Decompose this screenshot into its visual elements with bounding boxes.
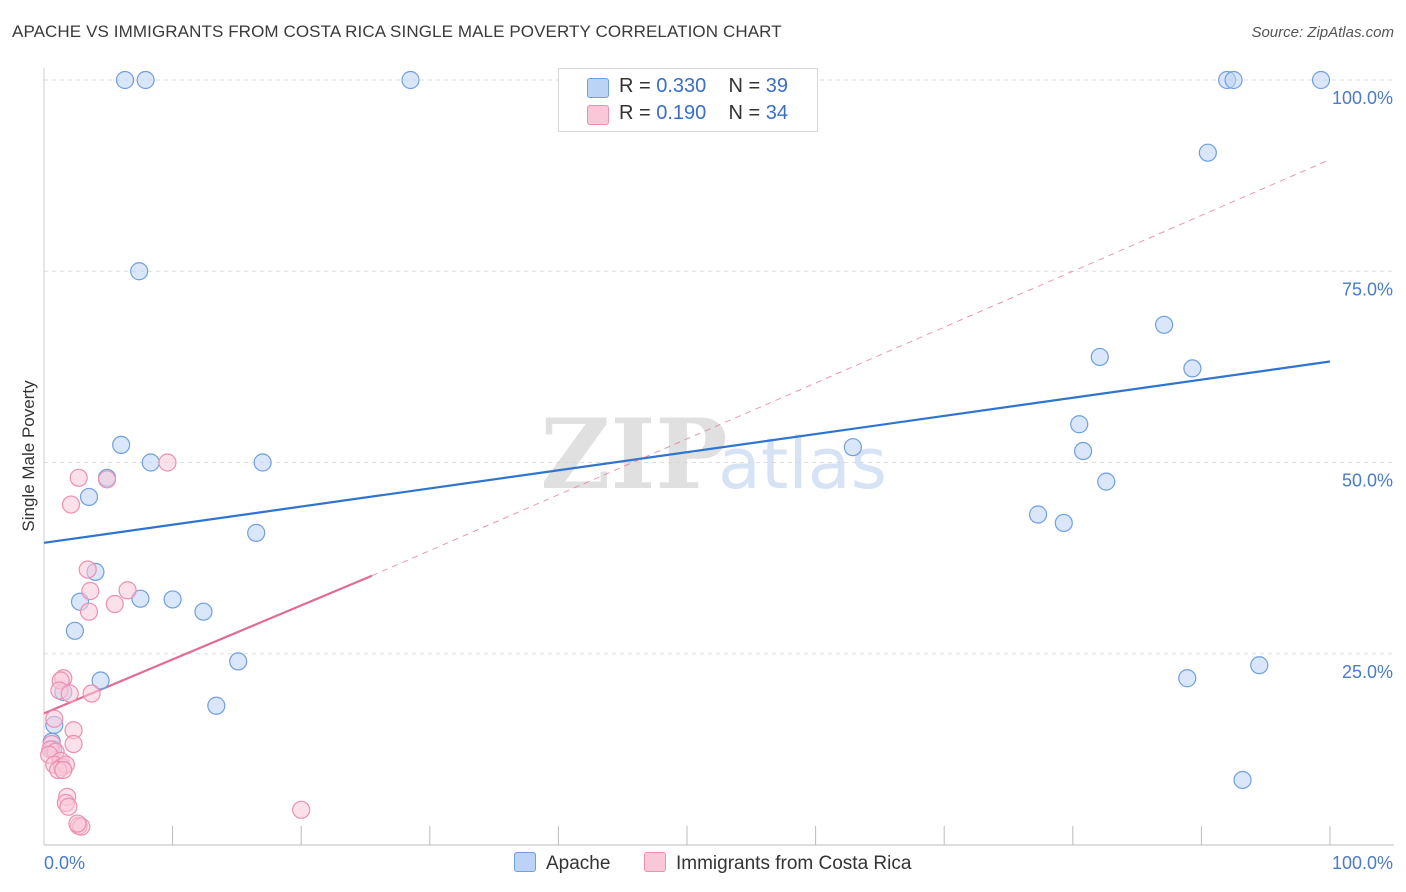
series-legend-label-costa-rica: Immigrants from Costa Rica: [676, 853, 912, 874]
series-legend-swatch-apache: [514, 852, 536, 872]
point-apache: [1090, 347, 1109, 367]
point-apache: [247, 523, 266, 542]
point-apache: [194, 602, 213, 621]
legend-r-value-apache: 0.330: [656, 75, 707, 97]
point-costa-rica: [158, 453, 177, 472]
chart-source: Source: ZipAtlas.com: [1251, 24, 1394, 41]
point-costa-rica: [118, 581, 137, 600]
point-apache: [91, 671, 110, 690]
point-apache: [253, 453, 272, 472]
series-legend-swatch-costa-rica: [644, 852, 666, 872]
point-costa-rica: [45, 709, 64, 728]
point-apache: [1070, 415, 1089, 434]
point-apache: [207, 696, 226, 715]
legend-n-value-apache: 39: [765, 75, 789, 97]
point-costa-rica: [79, 602, 99, 621]
correlation-legend: R = 0.330 N = 39 R = 0.190 N = 34: [558, 68, 818, 132]
series-legend-costa-rica[interactable]: Immigrants from Costa Rica: [644, 852, 911, 875]
y-tick-label: 75.0%: [1342, 279, 1393, 299]
legend-n-value-costa-rica: 34: [765, 102, 789, 124]
point-apache: [843, 438, 862, 457]
point-costa-rica: [82, 684, 101, 703]
point-apache: [1155, 315, 1174, 334]
point-costa-rica: [69, 468, 88, 487]
y-tick-label: 100.0%: [1332, 88, 1393, 108]
point-apache: [1073, 441, 1093, 461]
legend-r-label: R =: [619, 102, 651, 124]
point-apache: [1028, 505, 1048, 524]
point-apache: [1097, 472, 1116, 491]
legend-n-label: N =: [728, 75, 761, 97]
point-costa-rica: [64, 734, 83, 754]
point-apache: [141, 453, 160, 472]
series-legend-apache[interactable]: Apache: [514, 852, 610, 875]
point-costa-rica: [78, 560, 97, 579]
point-costa-rica: [54, 760, 73, 780]
trend-line-apache: [43, 360, 1331, 544]
legend-n-label: N =: [728, 102, 761, 124]
series-legend-label-apache: Apache: [546, 853, 611, 874]
point-apache: [1054, 513, 1073, 533]
point-costa-rica: [68, 814, 87, 833]
point-apache: [1250, 656, 1269, 675]
point-costa-rica: [97, 470, 117, 489]
point-apache: [131, 589, 150, 608]
y-tick-label: 25.0%: [1342, 662, 1393, 682]
trend-line-costa-rica-extended: [371, 159, 1331, 577]
point-apache: [115, 70, 135, 90]
axis-layer: [43, 68, 1394, 846]
watermark: ZIP atlas: [540, 398, 887, 511]
point-apache: [1183, 359, 1202, 378]
label-layer: 25.0% 50.0% 75.0% 100.0% 0.0% 100.0%: [44, 88, 1393, 873]
point-apache: [112, 435, 131, 455]
point-costa-rica: [61, 495, 81, 514]
x-tick-label-max: 100.0%: [1332, 853, 1393, 873]
point-apache: [1224, 70, 1243, 90]
chart-title: APACHE VS IMMIGRANTS FROM COSTA RICA SIN…: [12, 22, 782, 41]
point-apache: [1233, 770, 1252, 790]
point-apache: [229, 652, 248, 671]
legend-r-value-costa-rica: 0.190: [656, 102, 707, 124]
point-costa-rica: [105, 594, 124, 614]
legend-swatch-apache: [587, 78, 609, 98]
watermark-zip: ZIP: [540, 398, 727, 511]
point-apache: [1178, 669, 1197, 688]
point-costa-rica: [292, 800, 311, 819]
point-apache: [130, 262, 149, 281]
point-costa-rica: [81, 581, 100, 601]
point-costa-rica: [60, 684, 79, 703]
point-apache: [1198, 143, 1217, 162]
point-apache: [136, 70, 155, 90]
legend-swatch-costa-rica: [587, 105, 609, 125]
points-layer: [40, 70, 1331, 836]
point-apache: [1311, 70, 1331, 90]
legend-r-label: R =: [619, 75, 651, 97]
point-costa-rica: [59, 797, 78, 816]
point-apache: [163, 590, 182, 609]
y-tick-label: 50.0%: [1342, 471, 1393, 491]
point-apache: [79, 487, 99, 507]
y-axis-label: Single Male Poverty: [19, 380, 38, 532]
point-apache: [401, 70, 420, 90]
point-apache: [65, 621, 84, 640]
x-tick-label-min: 0.0%: [44, 853, 85, 873]
